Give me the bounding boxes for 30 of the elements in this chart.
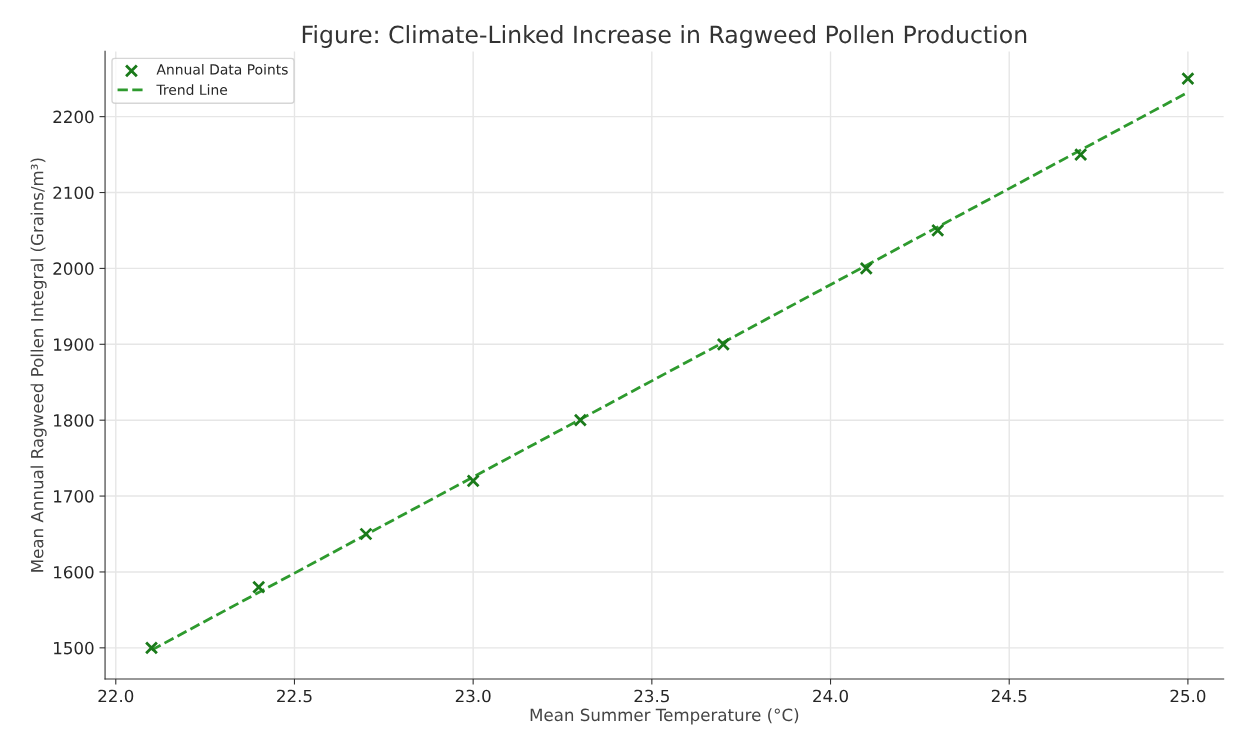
- x-tick-label: 24.0: [813, 689, 848, 703]
- y-tick-label: 1600: [54, 565, 94, 579]
- x-tick-label: 25.0: [1170, 689, 1206, 703]
- legend-label: Trend Line: [156, 84, 228, 96]
- point: [716, 337, 731, 352]
- point: [1073, 147, 1088, 162]
- y-tick-label: 1700: [54, 490, 94, 503]
- point: [359, 527, 373, 541]
- y-axis-title: Mean Annual Ragweed Pollen Integral (Grains/m³): [30, 158, 47, 572]
- y-tick-label: 2100: [53, 186, 94, 200]
- y-tick-label: 1500: [54, 641, 94, 655]
- point: [859, 261, 874, 276]
- point: [1181, 71, 1195, 86]
- x-tick-label: 23.5: [634, 689, 669, 703]
- y-tick-label: 1800: [54, 414, 94, 427]
- point: [144, 641, 159, 655]
- x-tick-label: 22.0: [98, 689, 134, 703]
- x-tick-label: 24.5: [991, 689, 1027, 703]
- point: [573, 413, 588, 427]
- point: [466, 474, 480, 488]
- x-tick-label: 22.5: [277, 689, 312, 703]
- x-axis-title: Mean Summer Temperature (°C): [530, 708, 799, 725]
- chart-title: Figure: Climate-Linked Increase in Ragweed Pollen Production: [302, 25, 1027, 48]
- point: [251, 580, 266, 594]
- y-tick-label: 2000: [53, 262, 94, 275]
- point: [930, 223, 945, 238]
- y-tick-label: 2200: [53, 110, 94, 124]
- y-tick-label: 1900: [54, 338, 94, 351]
- legend-label: Annual Data Points: [156, 63, 288, 75]
- x-tick-label: 23.0: [455, 689, 491, 703]
